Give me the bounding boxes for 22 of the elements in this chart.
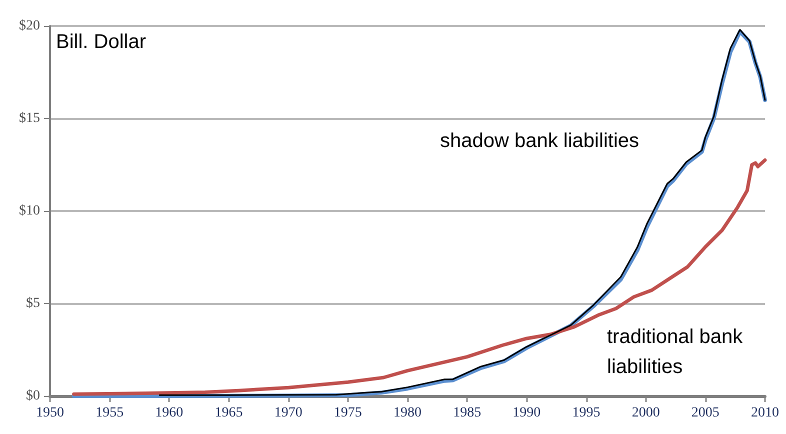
x-tick-label: 1995 — [572, 406, 600, 420]
y-tick-label: $20 — [19, 18, 40, 34]
y-axis-title: Bill. Dollar — [56, 31, 146, 53]
x-tick-label: 1970 — [274, 406, 302, 420]
x-tick-label: 1950 — [36, 406, 64, 420]
x-tick-label: 1990 — [512, 406, 541, 420]
x-tick-label: 1960 — [155, 406, 184, 420]
x-tick-label: 1985 — [453, 406, 482, 420]
y-tick-label: $5 — [26, 296, 40, 311]
x-tick-label: 1980 — [394, 406, 422, 420]
y-tick-label: $15 — [19, 111, 40, 126]
x-tick-label: 2010 — [751, 406, 779, 420]
y-tick-label: $0 — [26, 388, 40, 404]
x-tick-label: 1955 — [96, 406, 124, 420]
series-label: traditional bank liabilities — [607, 326, 748, 378]
x-tick-label: 2000 — [632, 406, 660, 420]
x-tick-label: 2005 — [691, 406, 720, 420]
text: shadow bank liabilities — [440, 130, 640, 152]
x-tick-label: 1965 — [214, 406, 243, 420]
x-tick-label: 1975 — [334, 406, 362, 420]
line-series — [72, 158, 767, 396]
y-tick-label: $10 — [19, 204, 40, 218]
